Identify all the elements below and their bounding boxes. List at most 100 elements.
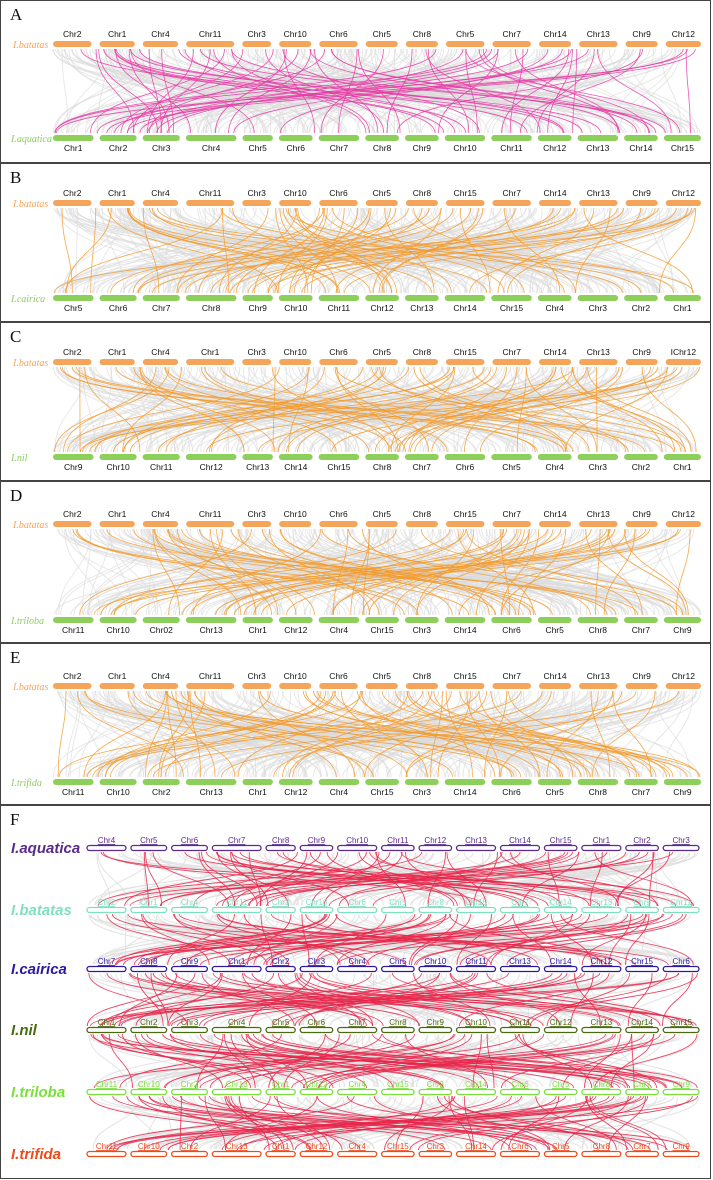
chromosome-label: Chr15 [327,462,350,472]
chromosome-bar [382,908,414,913]
chromosome-label: Chr13 [410,303,433,313]
chromosome-label: Chr2 [109,143,128,153]
chromosome-bar [492,521,531,527]
chromosome-label: Chr14 [543,509,566,519]
chromosome-bar [366,200,398,206]
chromosome-bar [143,617,180,623]
chromosome-bar [626,967,658,972]
chromosome-bar [279,779,313,785]
chromosome-bar [405,617,439,623]
chromosome-label: Chr8 [272,836,290,845]
chromosome-label: Chr7 [503,671,522,681]
chromosome-bar [624,779,658,785]
chromosome-bar [212,967,261,972]
chromosome-bar [266,846,295,851]
chromosome-label: Chr2 [63,347,82,357]
chromosome-bar [365,295,399,301]
chromosome-bar [663,1090,699,1095]
chromosome-bar [279,683,311,689]
chromosome-label: Chr2 [98,898,116,907]
chromosome-bar [212,1090,261,1095]
chromosome-label: Chr4 [151,188,170,198]
chromosome-bar [544,908,576,913]
chromosome-bar [242,521,271,527]
chromosome-bar [626,1090,658,1095]
chromosome-label: Chr2 [632,303,651,313]
chromosome-label: Chr4 [330,625,349,635]
chromosome-bar [131,846,167,851]
chromosome-label: Chr3 [413,787,432,797]
chromosome-label: Chr5 [456,29,475,39]
chromosome-bar [87,1028,126,1033]
chromosome-label: Chr8 [389,1018,407,1027]
chromosome-bar [382,967,414,972]
chromosome-label: Chr4 [228,1018,246,1027]
chromosome-label: Chr10 [465,1018,487,1027]
chromosome-bar [582,967,621,972]
chromosome-label: Chr9 [672,1142,690,1151]
chromosome-label: Chr2 [632,462,651,472]
chromosome-label: Chr4 [151,347,170,357]
chromosome-label: Chr12 [370,303,393,313]
chromosome-label: Chr9 [632,347,651,357]
chromosome-label: Chr14 [465,1142,487,1151]
species-label-top: I.batatas [12,520,48,531]
species-label: I.aquatica [11,840,80,857]
chromosome-bar [457,846,496,851]
chromosome-label: Chr3 [247,188,266,198]
chromosome-label: Chr4 [151,509,170,519]
chromosome-label: Chr12 [670,898,692,907]
chromosome-bar [578,779,619,785]
chromosome-bar [100,41,135,47]
chromosome-label: Chr9 [248,303,267,313]
chromosome-label: Chr6 [329,347,348,357]
chromosome-label: Chr1 [108,29,127,39]
chromosome-bar [319,617,360,623]
chromosome-label: Chr13 [587,29,610,39]
chromosome-bar [186,454,237,460]
chromosome-label: Chr14 [543,347,566,357]
chromosome-bar [300,1028,332,1033]
chromosome-bar [365,454,399,460]
chromosome-label: Chr9 [672,1080,690,1089]
chromosome-label: Chr6 [329,188,348,198]
chromosome-bar [338,1028,377,1033]
chromosome-label: Chr11 [509,1018,531,1027]
chromosome-bar [143,359,178,365]
chromosome-label: Chr11 [500,143,523,153]
chromosome-label: Chr6 [511,1080,529,1089]
chromosome-bar [279,200,311,206]
chromosome-label: Chr15 [631,957,653,966]
chromosome-bar [143,135,180,141]
chromosome-bar [664,617,701,623]
chromosome-bar [319,295,360,301]
chromosome-bar [445,135,486,141]
chromosome-label: Chr12 [672,509,695,519]
chromosome-label: Chr5 [140,836,158,845]
chromosome-bar [53,200,92,206]
chromosome-label: Chr3 [247,509,266,519]
chromosome-bar [626,521,658,527]
chromosome-label: Chr8 [202,303,221,313]
chromosome-label: Chr6 [456,462,475,472]
chromosome-bar [491,454,532,460]
chromosome-bar [419,1152,451,1157]
chromosome-label: Chr7 [228,836,246,845]
chromosome-label: Chr2 [63,509,82,519]
chromosome-label: Chr5 [373,509,392,519]
chromosome-bar [53,135,94,141]
chromosome-bar [457,1028,496,1033]
chromosome-bar [366,41,398,47]
chromosome-bar [491,779,532,785]
chromosome-label: Chr7 [633,1142,651,1151]
chromosome-bar [143,454,180,460]
chromosome-bar [544,1152,576,1157]
chromosome-label: Chr8 [413,29,432,39]
chromosome-bar [405,779,439,785]
chromosome-bar [365,779,399,785]
chromosome-label: Chr13 [200,625,223,635]
chromosome-bar [131,1152,167,1157]
